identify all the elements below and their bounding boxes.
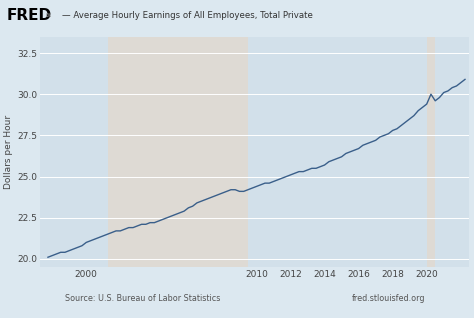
Text: — Average Hourly Earnings of All Employees, Total Private: — Average Hourly Earnings of All Employe…	[62, 10, 312, 19]
Bar	[427, 37, 435, 267]
Text: FRED: FRED	[7, 8, 52, 23]
Bar	[108, 37, 248, 267]
Text: Source: U.S. Bureau of Labor Statistics: Source: U.S. Bureau of Labor Statistics	[64, 294, 220, 303]
Text: ∝: ∝	[45, 10, 52, 20]
Y-axis label: Dollars per Hour: Dollars per Hour	[4, 115, 13, 189]
Text: fred.stlouisfed.org: fred.stlouisfed.org	[352, 294, 426, 303]
